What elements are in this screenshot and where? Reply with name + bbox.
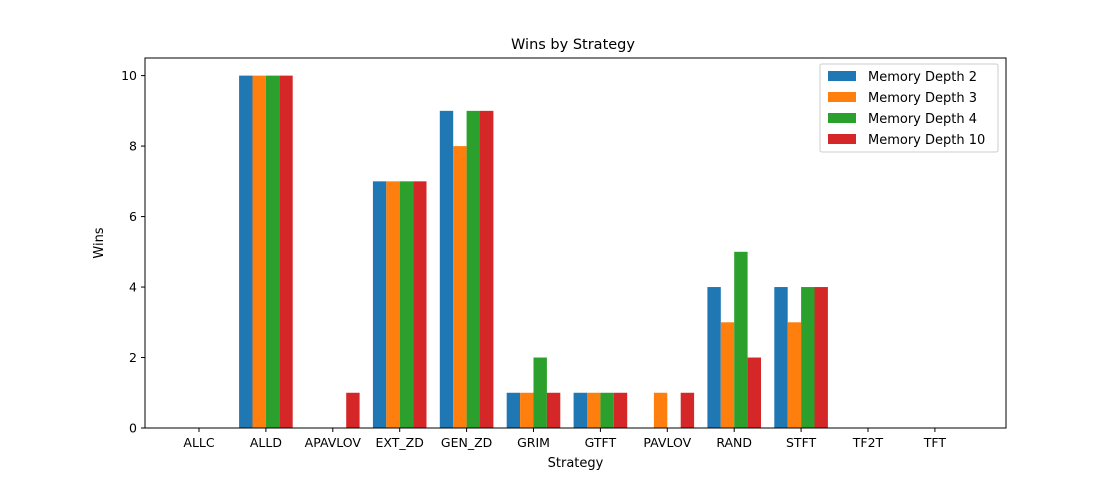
x-tick-label: GTFT	[585, 435, 617, 450]
bar-stft-series-2	[787, 322, 802, 428]
x-tick-label: STFT	[786, 435, 817, 450]
legend-swatch	[828, 113, 856, 123]
bar-rand-series-2	[720, 322, 735, 428]
bar-grim-series-1	[506, 392, 521, 428]
bar-grim-series-2	[520, 392, 534, 428]
y-tick-label: 0	[129, 421, 137, 436]
bar-alld-series-2	[252, 75, 266, 428]
bar-ext-zd-series-2	[386, 181, 400, 428]
legend: Memory Depth 2 Memory Depth 3 Memory Depth…	[819, 63, 999, 153]
x-tick-label: GEN_ZD	[441, 435, 492, 450]
y-axis-label: Wins	[92, 227, 107, 258]
x-tick-label: TF2T	[852, 435, 884, 450]
bar-stft-series-3	[801, 287, 815, 428]
y-tick-label: 4	[129, 280, 137, 295]
legend-label: Memory Depth 4	[868, 112, 977, 127]
bar-gtft-series-4	[613, 392, 628, 428]
bar-ext-zd-series-4	[413, 181, 427, 428]
bar-alld-series-4	[279, 75, 293, 428]
x-tick-label: EXT_ZD	[376, 435, 424, 450]
y-axis: 0 2 4 6 8 10	[121, 68, 145, 436]
y-tick-label: 6	[129, 209, 137, 224]
x-tick-label: ALLD	[250, 435, 282, 450]
bar-rand-series-4	[747, 357, 761, 428]
bar-pavlov-series-2	[653, 392, 668, 428]
plot-frame	[144, 57, 1007, 429]
bar-stft-series-1	[774, 287, 788, 428]
x-axis-label: Strategy	[548, 456, 604, 471]
x-axis: ALLC ALLD APAVLOV EXT_ZD GEN_ZD GRIM GTFT PAVLO…	[183, 428, 946, 450]
legend-frame	[819, 63, 999, 153]
x-tick-label: APAVLOV	[305, 435, 362, 450]
x-tick-label: GRIM	[517, 435, 550, 450]
legend-label: Memory Depth 3	[868, 91, 977, 106]
legend-swatch	[828, 71, 856, 81]
bar-gtft-series-2	[587, 392, 601, 428]
bar-gen-zd-series-2	[453, 146, 467, 428]
bar-grim-series-4	[546, 392, 561, 428]
bar-alld-series-3	[265, 75, 280, 428]
bars-group	[239, 75, 828, 428]
legend-label: Memory Depth 2	[868, 70, 977, 85]
bar-ext-zd-series-3	[399, 181, 414, 428]
y-tick-label: 2	[129, 350, 137, 365]
bar-grim-series-3	[533, 357, 547, 428]
legend-label: Memory Depth 10	[868, 133, 985, 148]
bar-gtft-series-3	[600, 392, 614, 428]
legend-swatch	[828, 134, 856, 144]
bar-gen-zd-series-3	[466, 110, 480, 428]
bar-stft-series-4	[814, 287, 828, 428]
bar-alld-series-1	[239, 75, 253, 428]
legend-swatch	[828, 92, 856, 102]
bar-gtft-series-1	[573, 392, 587, 428]
x-tick-label: PAVLOV	[643, 435, 691, 450]
x-tick-label: TFT	[923, 435, 947, 450]
y-tick-label: 8	[129, 139, 137, 154]
bar-rand-series-3	[734, 251, 748, 428]
bar-rand-series-1	[707, 287, 721, 428]
bar-ext-zd-series-1	[372, 181, 387, 428]
bar-apavlov-series-4	[346, 392, 360, 428]
bar-gen-zd-series-1	[439, 110, 454, 428]
x-tick-label: RAND	[716, 435, 752, 450]
bar-pavlov-series-4	[680, 392, 695, 428]
chart-title: Wins by Strategy	[511, 37, 635, 53]
x-tick-label: ALLC	[183, 435, 214, 450]
y-tick-label: 10	[121, 68, 137, 83]
bar-gen-zd-series-4	[480, 110, 494, 428]
